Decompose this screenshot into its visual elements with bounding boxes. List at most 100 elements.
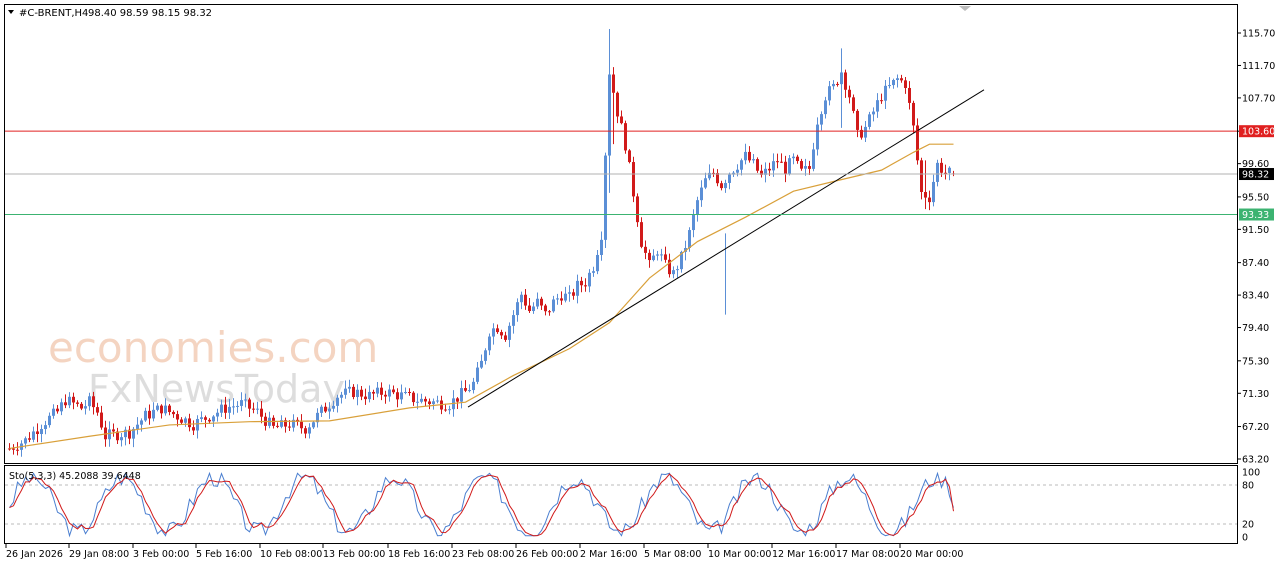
candle-body [408,391,411,393]
candle-body [116,431,119,441]
candle-body [528,305,531,312]
support-price-label: 93.33 [1242,210,1269,221]
candle-body [796,156,799,162]
candle-body [556,298,559,300]
stoch-frame [4,465,1238,544]
candle-body [852,97,855,111]
candle-body [248,399,251,409]
candle-body [652,255,655,261]
stoch-signal-line [9,473,954,537]
candle-body [488,336,491,351]
candle-body [220,404,223,413]
candle-body [184,418,187,423]
candle-body [364,396,367,400]
candle-body [624,123,627,151]
candle-body [32,431,35,440]
candle-body [172,412,175,415]
candle-body [708,172,711,179]
candle-body [816,124,819,150]
candle-body [384,394,387,397]
candle-body [676,269,679,271]
candle-body [208,419,211,422]
candle-body [428,401,431,405]
candle-body [480,360,483,368]
candle-body [312,422,315,428]
candle-body [712,172,715,174]
axis-layer: 115.70 111.70 107.70 103.60 99.60 95.50 91.50 8… [5,29,1275,560]
y-tick-label: 115.70 [1242,29,1275,40]
stochastic-layer: 100 80 20 0 [5,468,1260,544]
candle-body [244,399,247,401]
x-tick-label: 5 Mar 08:00 [644,549,701,560]
candle-body [936,162,939,182]
candle-body [28,438,31,440]
candle-body [700,187,703,201]
candle-body [336,397,339,406]
candle-body [740,160,743,170]
candle-body [416,401,419,403]
y-tick-label: 99.60 [1242,159,1269,170]
candle-body [932,181,935,203]
candle-body [228,406,231,413]
candle-body [492,328,495,337]
candle-body [328,408,331,412]
candle-body [632,162,635,197]
y-tick-label: 111.70 [1242,61,1275,72]
chart-shift-marker[interactable] [959,6,971,11]
candle-body [316,412,319,423]
candle-body [168,405,171,413]
candle-body [72,396,75,403]
candle-body [476,367,479,382]
x-tick-label: 26 Jan 2026 [6,549,63,560]
candle-body [300,421,303,429]
main-chart-frame [4,4,1238,464]
candle-body [828,86,831,101]
candle-body [636,196,639,223]
candle-body [600,239,603,255]
candle-body [848,89,851,98]
candle-body [60,402,63,412]
candle-body [276,425,279,427]
candle-body [520,294,523,303]
stoch-title: Sto(5,3,3) 45.2088 39.6448 [9,471,141,482]
candle-body [656,254,659,256]
candle-body [372,391,375,394]
chevron-down-icon[interactable] [8,10,14,14]
candle-body [820,114,823,125]
candle-body [500,332,503,336]
y-tick-label: 63.20 [1242,455,1269,466]
price-layer [5,28,1237,457]
candle-body [776,161,779,163]
candle-body [540,298,543,306]
candle-body [628,150,631,163]
candle-body [916,125,919,161]
candle-body [728,174,731,183]
candle-body [616,92,619,117]
x-tick-label: 2 Mar 16:00 [580,549,637,560]
candle-body [200,417,203,419]
candle-body [420,398,423,402]
candle-body [324,406,327,412]
x-tick-label: 23 Feb 08:00 [452,549,514,560]
moving-average-line [9,143,954,450]
candle-body [112,429,115,432]
candle-body [812,149,815,169]
candle-body [24,438,27,444]
candle-body [648,252,651,261]
candle-body [660,254,663,256]
current-price-label-bg [1239,168,1274,181]
candle-body [216,412,219,417]
candle-body [148,410,151,419]
x-tick-label: 13 Feb 00:00 [323,549,385,560]
watermark-economies: economies.com [48,323,378,372]
candle-body [644,246,647,253]
candle-body [620,116,623,124]
x-tick-label: 20 Mar 00:00 [900,549,963,560]
candle-body [56,408,59,412]
candle-body [880,100,883,102]
x-tick-label: 17 Mar 08:00 [836,549,899,560]
y-tick-label: 87.40 [1242,258,1269,269]
candle-body [396,392,399,400]
candle-body [88,396,91,407]
candle-body [84,406,87,409]
